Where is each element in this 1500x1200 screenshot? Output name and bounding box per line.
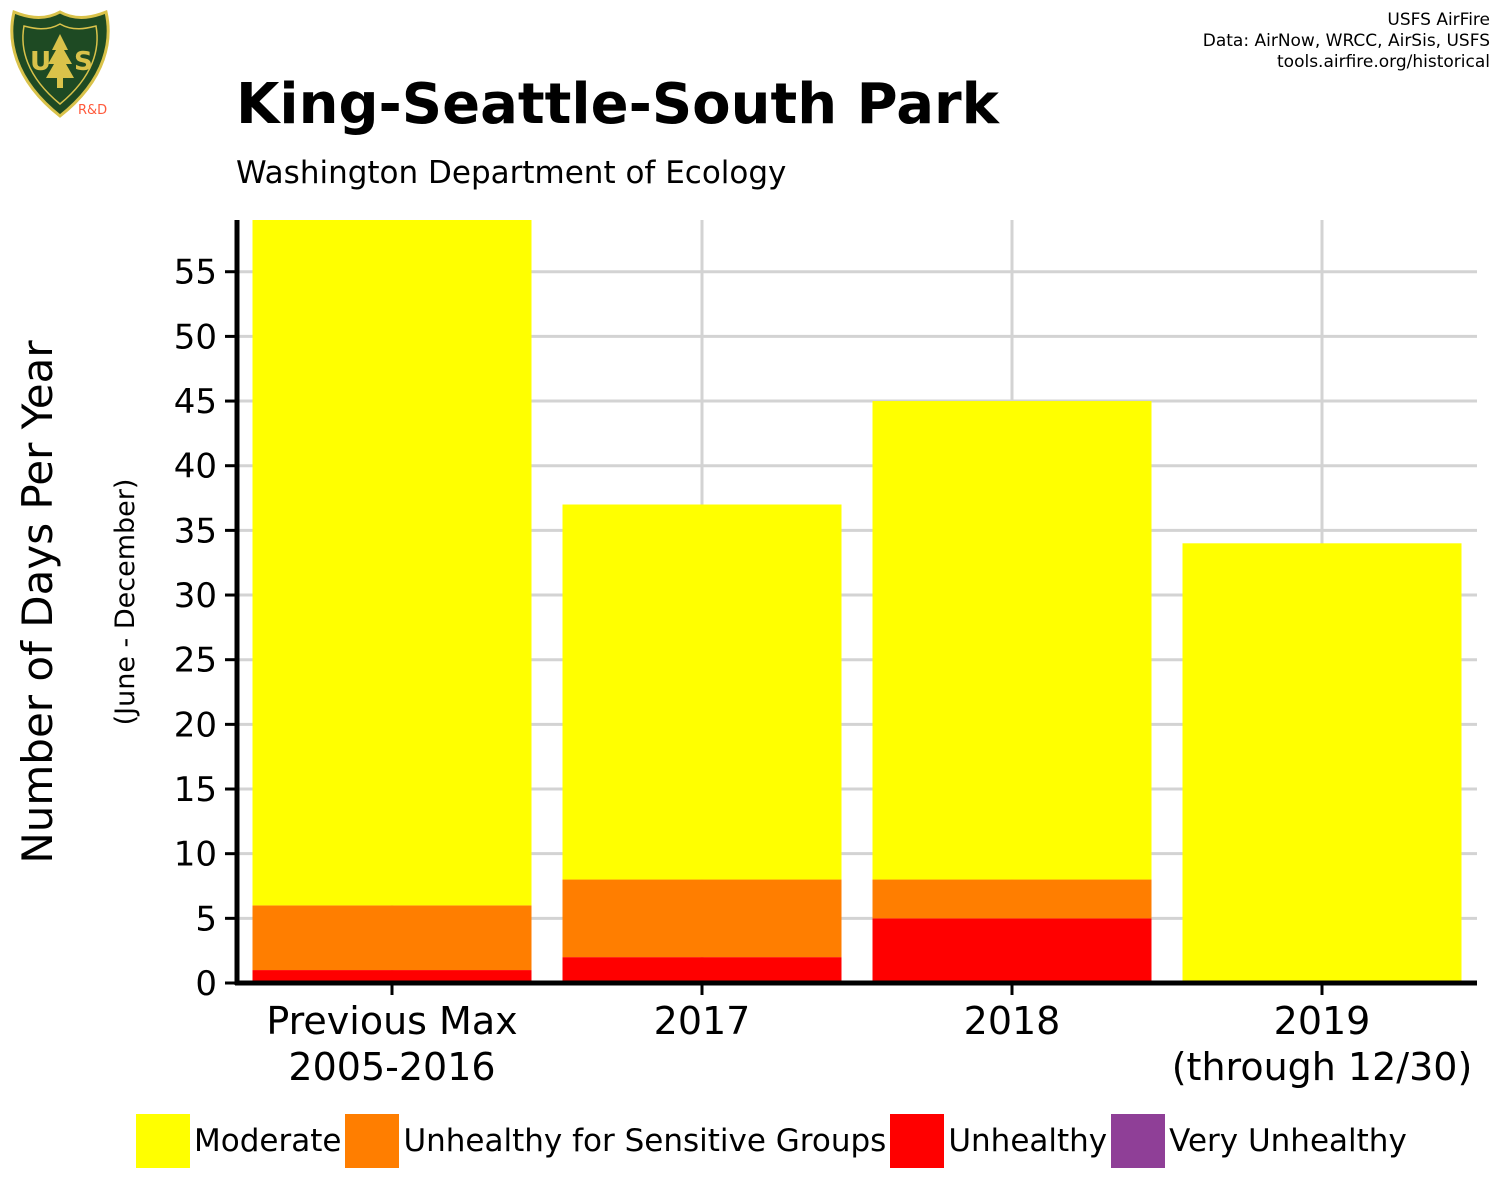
legend-swatch [890,1114,945,1168]
bar-segment-moderate [1182,543,1462,983]
y-tick-label: 45 [174,382,217,422]
legend-label: Unhealthy [948,1123,1108,1159]
y-tick-label: 0 [195,964,217,1004]
x-tick-label: 2019 [1274,999,1371,1043]
legend-label: Very Unhealthy [1169,1123,1407,1159]
x-tick-label: (through 12/30) [1172,1045,1473,1089]
y-tick-label: 50 [174,317,217,357]
y-tick-label: 10 [174,835,217,875]
y-tick-label: 40 [174,447,217,487]
svg-text:S: S [74,47,93,77]
legend-item: Very Unhealthy [1111,1114,1407,1168]
y-tick-label: 5 [195,899,217,939]
bar-segment-unhealthy-for-sensitive-groups [872,879,1152,919]
credit-line: USFS AirFire [1387,10,1490,30]
chart-subtitle: Washington Department of Ecology [236,155,787,191]
y-axis-subtitle: (June - December) [110,479,141,726]
bar-segment-moderate [872,401,1152,880]
legend-label: Unhealthy for Sensitive Groups [403,1123,887,1159]
credits: USFS AirFire Data: AirNow, WRCC, AirSis,… [1203,10,1490,73]
bar-segment-unhealthy [872,918,1152,983]
legend-label: Moderate [194,1123,342,1159]
legend: Moderate Unhealthy for Sensitive Groups Un… [136,1113,1411,1169]
y-tick-label: 20 [174,705,217,745]
credit-line: tools.airfire.org/historical [1277,52,1490,72]
svg-text:U: U [30,47,51,77]
y-tick-label: 55 [174,253,217,293]
chart-title: King-Seattle-South Park [236,72,999,137]
x-tick-label: 2018 [964,999,1061,1043]
bar-segment-unhealthy-for-sensitive-groups [252,905,532,971]
y-tick-label: 15 [174,770,217,810]
logo-tag: R&D [78,103,107,118]
credit-line: Data: AirNow, WRCC, AirSis, USFS [1202,31,1490,51]
legend-item: Unhealthy for Sensitive Groups [345,1114,886,1168]
y-axis-title: Number of Days Per Year [13,340,62,864]
legend-swatch [1111,1114,1166,1168]
y-tick-label: 25 [174,641,217,681]
legend-item: Unhealthy [890,1114,1107,1168]
forest-service-logo: U S R&D [10,9,110,118]
bar-segment-unhealthy [562,957,842,983]
bar-segment-unhealthy [252,970,532,983]
y-tick-label: 30 [174,576,217,616]
x-tick-label: 2005-2016 [288,1045,495,1089]
legend-swatch [136,1114,190,1168]
y-tick-label: 35 [174,511,217,551]
bar-segment-moderate [252,220,532,906]
bar-segment-unhealthy-for-sensitive-groups [562,879,842,958]
x-tick-label: Previous Max [266,999,517,1043]
x-tick-label: 2017 [654,999,751,1043]
bar-segment-moderate [562,504,842,880]
legend-swatch [345,1114,400,1168]
legend-item: Moderate [136,1114,341,1168]
